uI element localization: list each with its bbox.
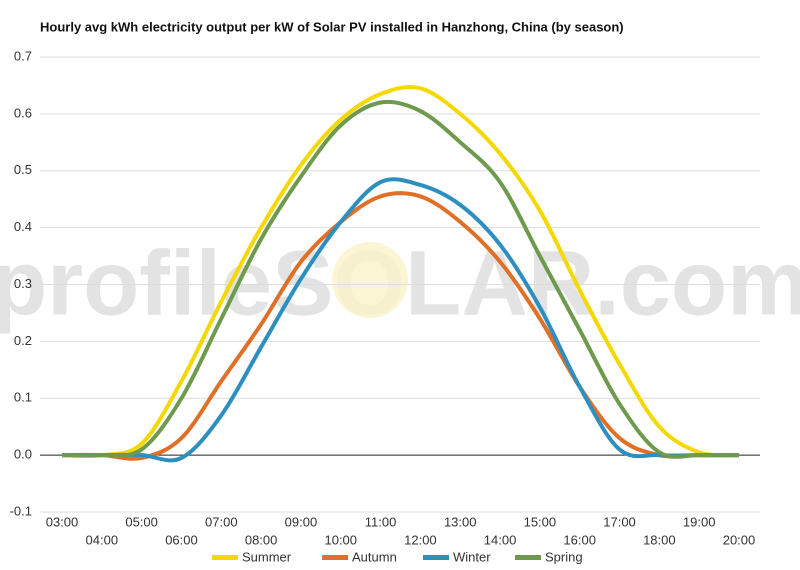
x-tick-label: 13:00 bbox=[444, 514, 477, 529]
legend-swatch bbox=[515, 555, 541, 560]
watermark-sun bbox=[332, 242, 408, 318]
x-tick-label: 11:00 bbox=[365, 514, 397, 529]
legend-label: Spring bbox=[545, 549, 583, 564]
x-tick-label: 03:00 bbox=[46, 514, 79, 529]
x-tick-label: 20:00 bbox=[723, 532, 756, 547]
series-line bbox=[61, 191, 739, 461]
series-line bbox=[61, 99, 740, 459]
chart-title: Hourly avg kWh electricity output per kW… bbox=[40, 19, 624, 34]
y-tick-label: -0.1 bbox=[10, 503, 32, 518]
legend-swatch bbox=[423, 555, 449, 560]
x-tick-label: 08:00 bbox=[245, 532, 278, 547]
y-tick-label: 0.2 bbox=[14, 333, 32, 348]
y-tick-label: 0.4 bbox=[14, 219, 32, 234]
x-tick-label: 18:00 bbox=[643, 532, 676, 547]
x-tick-label: 06:00 bbox=[165, 532, 198, 547]
x-tick-label: 07:00 bbox=[205, 514, 238, 529]
y-tick-label: 0.1 bbox=[14, 390, 32, 405]
x-tick-label: 17:00 bbox=[603, 514, 636, 529]
x-tick-label: 14:00 bbox=[484, 532, 517, 547]
legend-swatch bbox=[212, 555, 238, 560]
x-tick-label: 16:00 bbox=[563, 532, 596, 547]
y-tick-label: 0.7 bbox=[14, 48, 32, 63]
x-tick-label: 05:00 bbox=[125, 514, 158, 529]
y-tick-label: 0.3 bbox=[14, 276, 32, 291]
x-tick-label: 10:00 bbox=[324, 532, 357, 547]
y-tick-label: 0.0 bbox=[14, 447, 32, 462]
series-line bbox=[62, 177, 739, 463]
series-line bbox=[61, 85, 740, 458]
legend-label: Winter bbox=[453, 549, 491, 564]
x-tick-label: 19:00 bbox=[683, 514, 716, 529]
y-tick-label: 0.5 bbox=[14, 162, 32, 177]
x-tick-label: 04:00 bbox=[86, 532, 119, 547]
x-tick-label: 12:00 bbox=[404, 532, 437, 547]
x-tick-label: 15:00 bbox=[524, 514, 557, 529]
x-tick-label: 09:00 bbox=[285, 514, 318, 529]
legend-label: Autumn bbox=[352, 549, 397, 564]
legend-label: Summer bbox=[242, 549, 292, 564]
legend-swatch bbox=[322, 555, 348, 560]
y-tick-label: 0.6 bbox=[14, 105, 32, 120]
